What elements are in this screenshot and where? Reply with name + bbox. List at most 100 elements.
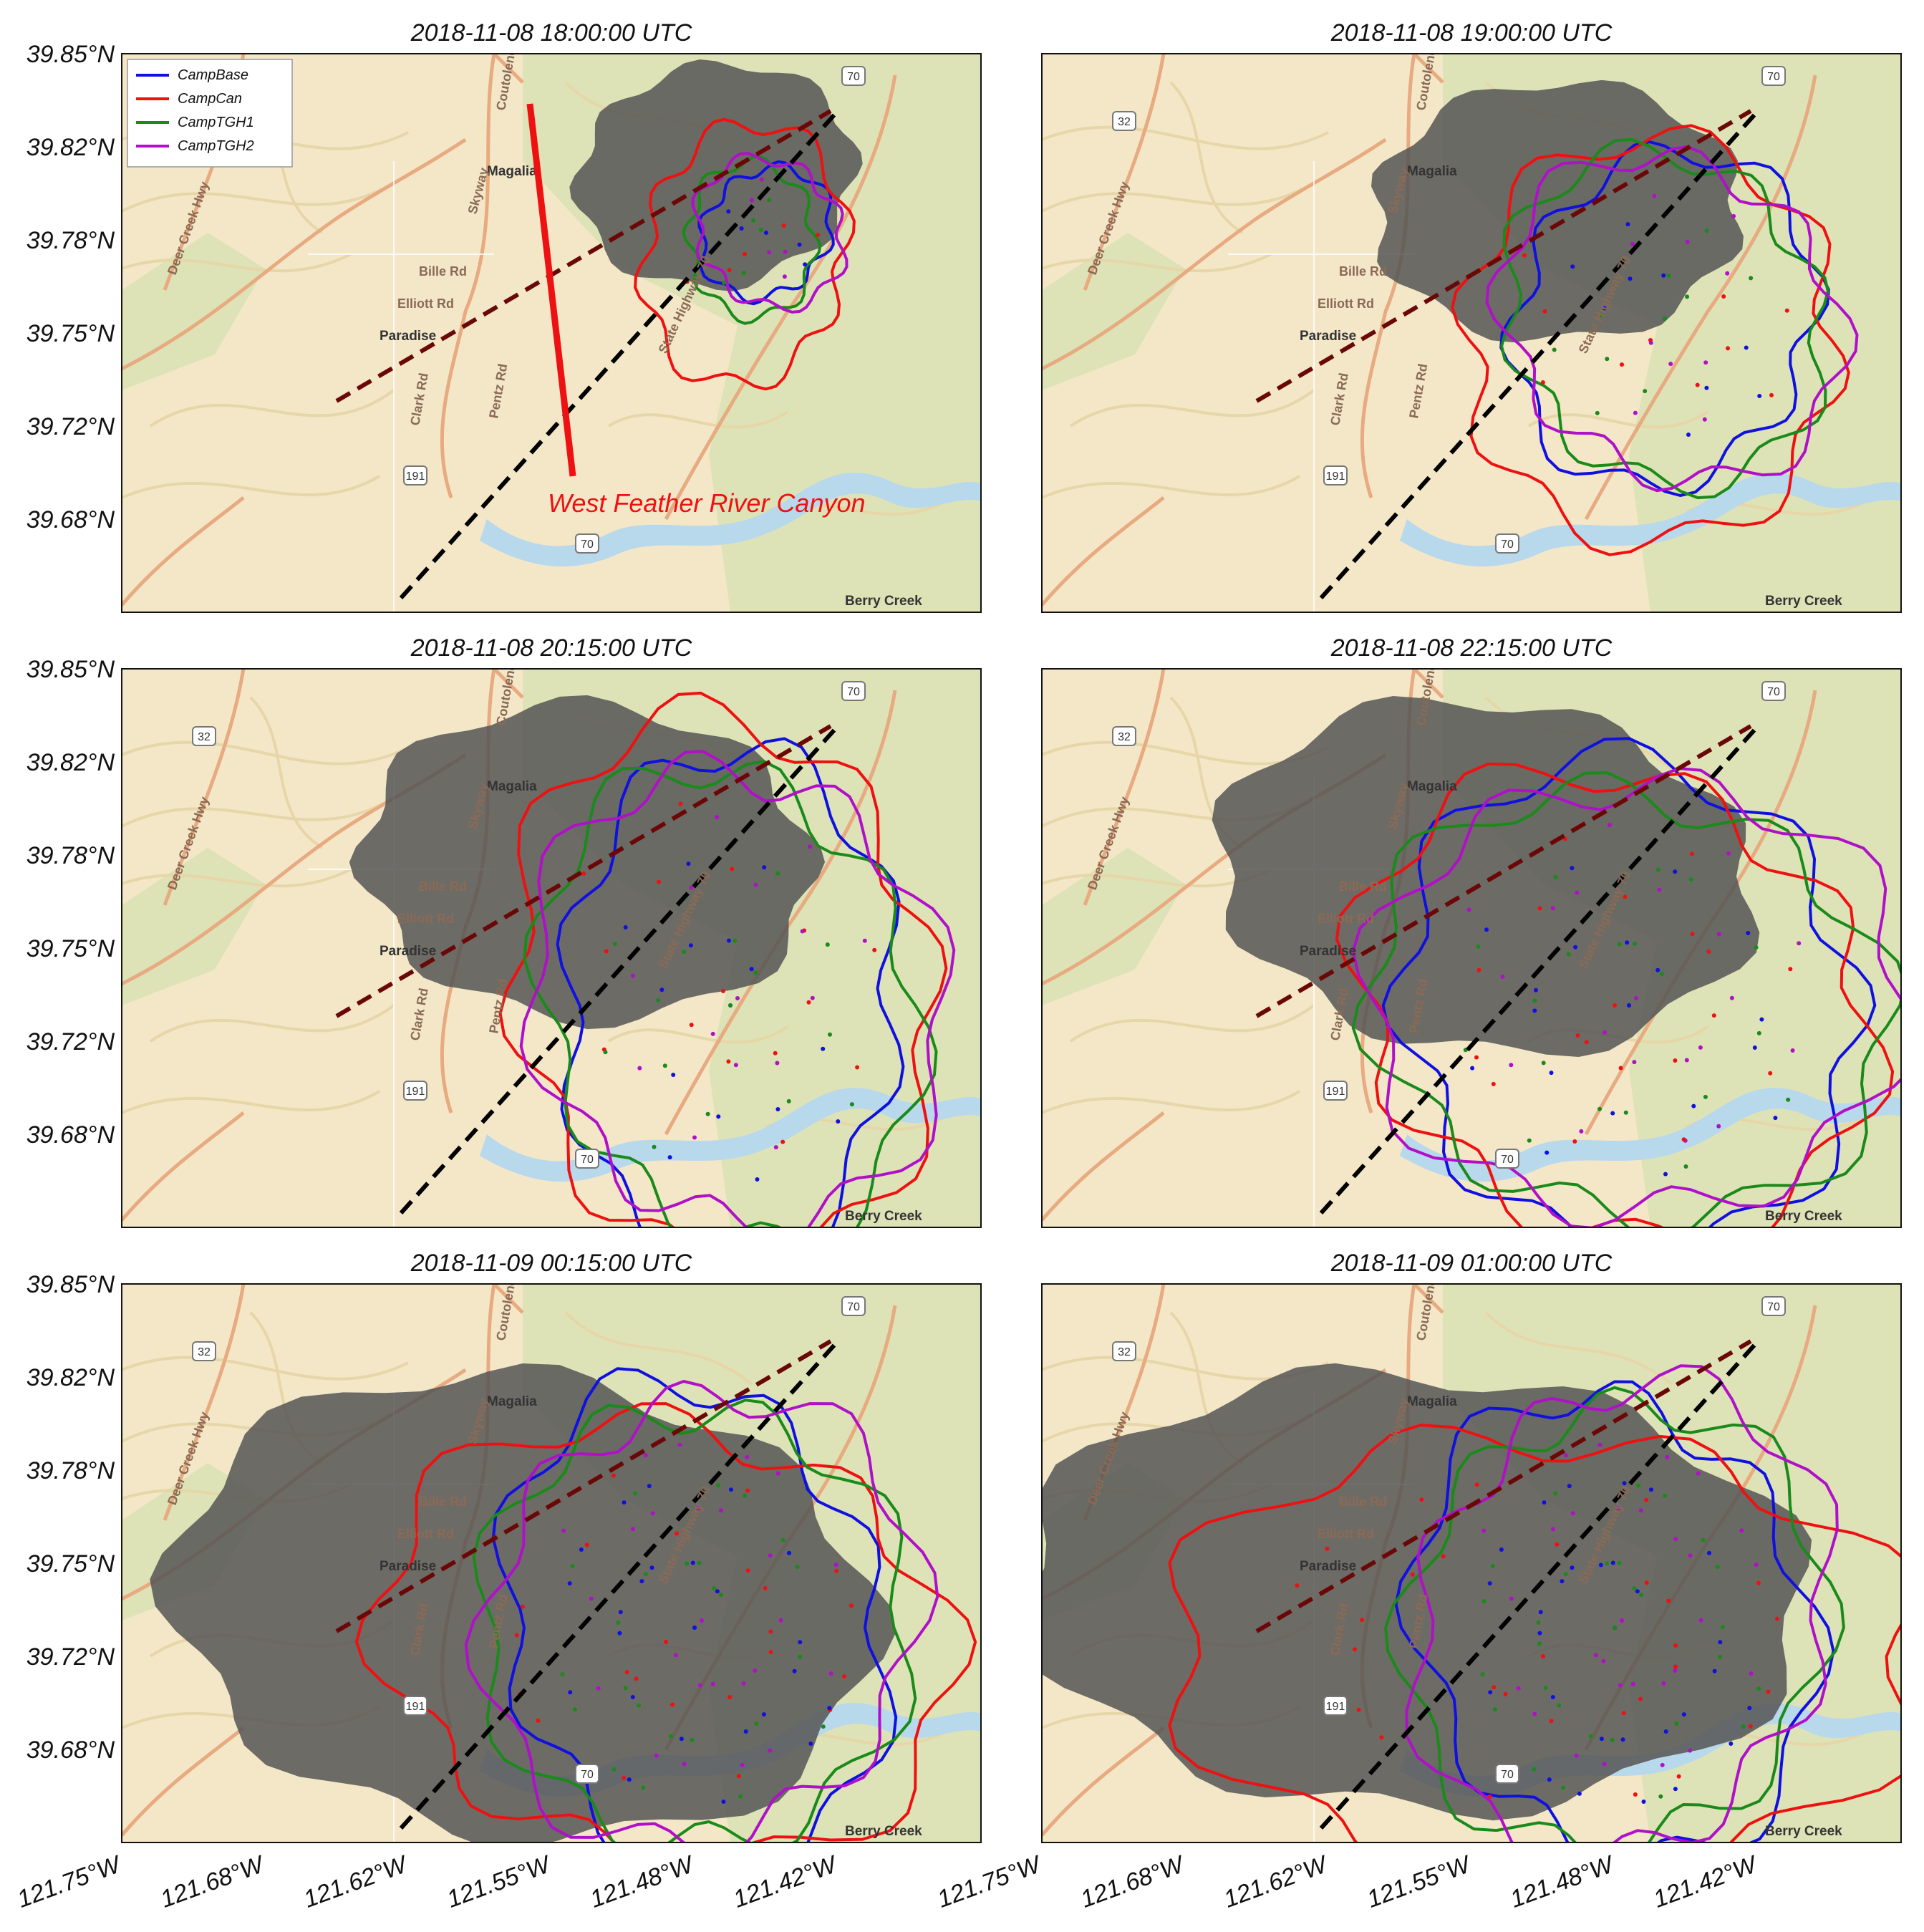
spot-fire-dot [1537,1641,1542,1646]
spot-fire-dot [1488,1690,1493,1695]
spot-fire-dot [722,280,727,285]
spot-fire-dot [775,1107,780,1111]
spot-fire-dot [797,242,802,247]
spot-fire-dot [855,1065,860,1070]
spot-fire-dot [1632,1586,1637,1591]
spot-fire-dot [1474,1055,1479,1060]
y-tick-label: 39.68°N [26,506,115,533]
highway-shield-icon [1112,1341,1136,1361]
spot-fire-dot [1766,1689,1771,1694]
highway-shield-label: 191 [1326,470,1345,483]
place-label-berry_creek: Berry Creek [845,594,922,609]
perimeter-campcan [634,117,856,391]
spot-fire-dot [712,1586,717,1591]
spot-fire-dot [768,1629,773,1634]
spot-fire-dot [1570,1565,1575,1570]
spot-fire-dot [1492,1707,1497,1712]
y-tick-label: 39.68°N [26,1121,115,1149]
spot-fire-dot [745,1568,750,1573]
highway-shield-label: 70 [581,1769,594,1781]
spot-fire-dot [1610,1560,1615,1565]
spot-fire-dot [1537,906,1542,911]
x-tick-label: 121.55°W [1363,1850,1475,1913]
spot-fire-dot [1715,1565,1720,1570]
highway-shield-label: 70 [1767,686,1780,698]
highway-shield-label: 70 [847,71,860,83]
spot-fire-dot [1684,1058,1689,1063]
perimeter-camptgh1 [1384,1386,1845,1842]
spot-fire-dot [1575,890,1580,895]
spot-fire-dot [1622,1481,1627,1486]
dashed-transect-black [1319,1339,1760,1830]
spot-fire-dot [849,1102,854,1107]
spot-fire-dot [1633,941,1637,946]
observed-perimeter [349,695,826,1030]
spot-fire-dot [1544,1150,1550,1155]
spot-fire-dot [827,1706,832,1711]
spot-fire-dot [1673,869,1678,874]
spot-fire-dot [786,1098,791,1103]
spot-fire-dot [806,1000,811,1005]
spot-fire-dot [1441,1554,1446,1559]
spot-fire-dot [741,271,746,275]
spot-fire-dot [1541,1061,1546,1066]
spot-fire-dot [1633,410,1638,415]
spot-fire-dot [1638,1508,1643,1513]
spot-fire-dot [1575,1033,1580,1038]
spot-fire-dot [1560,1579,1565,1584]
y-tick-label: 39.72°N [26,1643,115,1671]
x-tick-label: 121.55°W [443,1850,555,1913]
spot-fire-dot [1561,1785,1566,1790]
spot-fire-dot [773,1145,778,1150]
spot-fire-dot [1711,1013,1716,1018]
spot-fire-dot [862,938,867,943]
spot-fire-dot [753,970,758,975]
spot-fire-dot [1574,1753,1579,1758]
spot-fire-dot [1748,1724,1753,1729]
spot-fire-dot [657,879,661,884]
spot-fire-dot [581,871,586,876]
y-tick-label: 39.85°N [26,1271,115,1298]
perimeter-camptgh1 [682,155,822,325]
spot-fire-dot [1747,1706,1752,1711]
spot-fire-dot [1731,213,1736,218]
spot-fire-dot [639,1579,644,1584]
spot-fire-dot [1658,1794,1663,1799]
spot-fire-dot [1552,347,1557,352]
spot-fire-dot [743,1729,748,1734]
legend-entry: CampTGH2 [178,138,254,154]
x-tick-label: 121.62°W [300,1850,412,1913]
spot-fire-dot [697,1560,702,1565]
dashed-transect-black [399,1339,840,1830]
place-label-bille_rd: Bille Rd [419,879,467,894]
y-tick-label: 39.82°N [26,1364,115,1391]
perimeter-camptgh2 [1405,1364,1839,1842]
spot-fire-dot [1509,1063,1514,1068]
place-label-elliott_rd: Elliott Rd [1318,912,1374,926]
perimeter-camptgh2 [691,152,849,314]
spot-fire-dot [688,943,693,948]
spot-fire-dot [643,1453,648,1458]
place-label-paradise: Paradise [1300,1559,1356,1574]
spot-fire-dot [728,1003,733,1008]
place-label-magalia: Magalia [1407,779,1457,794]
spot-fire-dot [1618,1066,1623,1071]
spot-fire-dot [749,967,754,972]
spot-fire-dot [1683,1164,1688,1169]
spot-fire-dot [738,1794,743,1799]
spot-fire-dot [686,861,691,866]
spot-fire-dot [617,1631,622,1636]
place-label-paradise: Paradise [380,1559,436,1574]
spot-fire-dot [1674,1721,1679,1726]
spot-fire-dot [1500,974,1505,979]
spot-fire-dot [740,1762,745,1767]
spot-fire-dot [622,1500,627,1505]
x-tick-label: 121.68°W [1077,1850,1189,1913]
y-tick-label: 39.85°N [26,41,115,68]
spot-fire-dot [1701,1537,1706,1542]
spot-fire-dot [623,925,628,929]
spot-fire-dot [690,1737,695,1742]
spot-fire-dot [1627,1003,1631,1008]
spot-fire-dot [1633,1792,1638,1797]
spot-fire-dot [741,1681,746,1686]
